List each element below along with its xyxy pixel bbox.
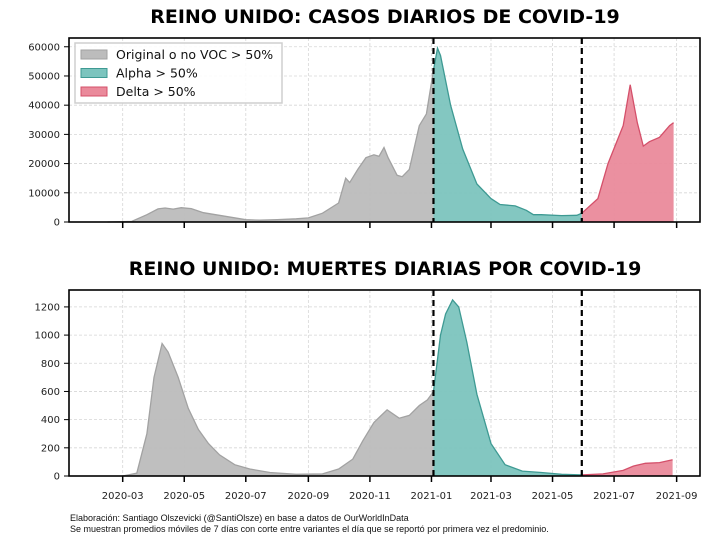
- y-tick-label: 0: [54, 218, 60, 229]
- legend-label: Alpha > 50%: [116, 66, 198, 81]
- y-tick-label: 50000: [28, 71, 60, 82]
- x-tick-label: 2020-07: [225, 491, 267, 502]
- x-tick-label: 2021-09: [656, 491, 698, 502]
- x-tick-label: 2020-05: [163, 491, 205, 502]
- line-series-1: [432, 298, 582, 476]
- x-tick-label: 2020-09: [287, 491, 329, 502]
- y-tick-label: 600: [41, 387, 60, 398]
- legend-swatch: [80, 68, 108, 78]
- chart-title-deaths: REINO UNIDO: MUERTES DIARIAS POR COVID-1…: [129, 258, 642, 280]
- deaths-plot: 0 200 400 600 800 1000 1200 2020-03 2020-05 2020-…: [35, 289, 701, 502]
- x-tick-label: 2021-01: [411, 491, 453, 502]
- y-tick-label: 30000: [28, 130, 60, 141]
- x-tick-label: 2020-03: [102, 491, 144, 502]
- area-series-1: [433, 299, 582, 476]
- y-tick-label: 200: [41, 443, 60, 454]
- y-tick-label: 1200: [35, 302, 60, 313]
- legend: Original o no VOC > 50% Alpha > 50% Delta …: [74, 42, 283, 104]
- legend-box: [74, 42, 283, 104]
- legend-swatch: [80, 86, 108, 97]
- y-tick-label: 10000: [28, 188, 60, 199]
- area-series-0: [122, 343, 434, 476]
- y-tick-label: 1000: [35, 331, 60, 342]
- y-tick-label: 20000: [28, 159, 60, 170]
- footer-note: Se muestran promedios móviles de 7 días …: [70, 524, 549, 534]
- y-tick-label: 0: [54, 472, 60, 483]
- plot-frame: [68, 37, 701, 223]
- x-tick-label: 2021-05: [532, 491, 574, 502]
- y-tick-label: 60000: [28, 42, 60, 53]
- y-tick-label: 40000: [28, 101, 60, 112]
- legend-label: Original o no VOC > 50%: [116, 47, 273, 62]
- plot-frame: [68, 289, 701, 477]
- area-series-2: [581, 459, 673, 476]
- area-series-2: [581, 84, 674, 222]
- legend-label: Delta > 50%: [116, 84, 196, 99]
- line-series-0: [122, 341, 435, 477]
- line-series-2: [581, 459, 673, 476]
- footer-credit: Elaboración: Santiago Olszevicki (@Santi…: [70, 513, 409, 523]
- y-tick-label: 800: [41, 359, 60, 370]
- area-series-1: [433, 48, 582, 223]
- x-tick-label: 2020-11: [349, 491, 391, 502]
- line-series-2: [581, 84, 674, 214]
- x-tick-label: 2021-07: [593, 491, 635, 502]
- chart-title-cases: REINO UNIDO: CASOS DIARIOS DE COVID-19: [150, 6, 620, 28]
- y-tick-label: 400: [41, 415, 60, 426]
- legend-swatch: [80, 49, 108, 60]
- area-series-0: [107, 70, 434, 222]
- line-series-0: [107, 69, 435, 223]
- line-series-1: [432, 45, 583, 217]
- x-tick-label: 2021-03: [470, 491, 512, 502]
- cases-plot: 0 10000 20000 30000 40000 50000 60000: [28, 37, 701, 229]
